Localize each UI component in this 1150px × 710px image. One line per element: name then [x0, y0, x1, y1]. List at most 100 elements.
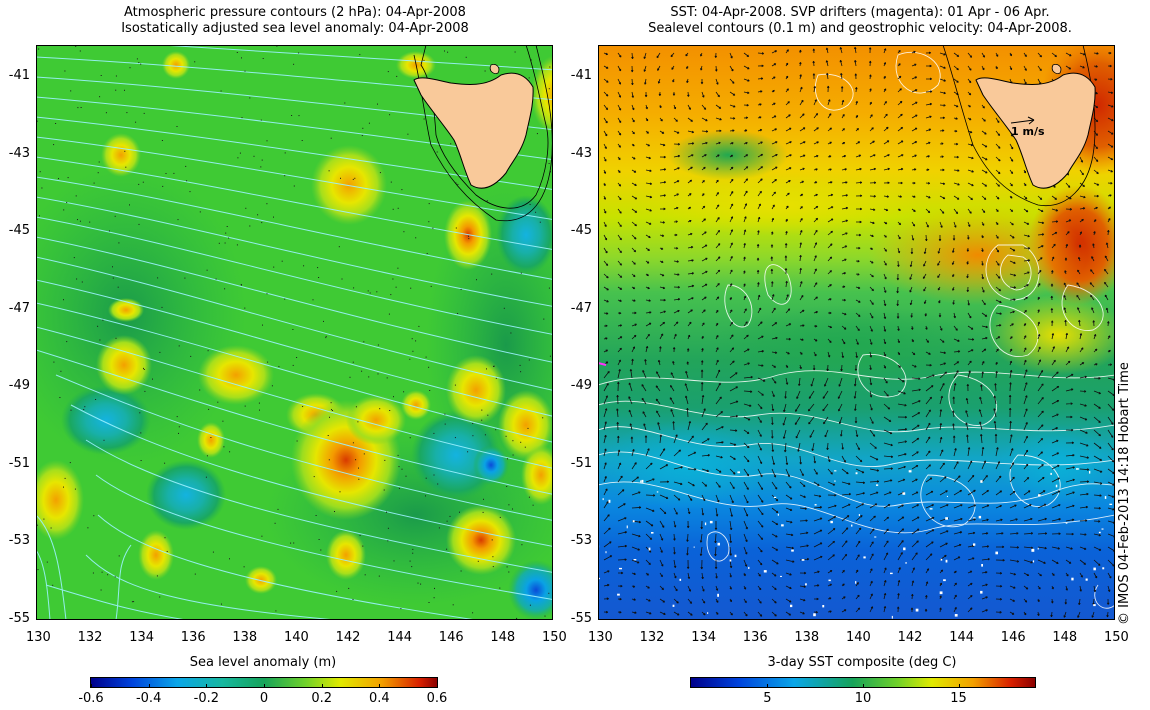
velocity-arrow: [980, 433, 983, 444]
velocity-arrow: [869, 480, 880, 483]
velocity-arrow: [1037, 283, 1041, 288]
velocity-arrow: [854, 46, 857, 54]
velocity-arrow: [1037, 532, 1048, 535]
velocity-arrow: [883, 442, 893, 447]
velocity-arrow: [785, 180, 791, 184]
velocity-arrow: [939, 338, 945, 343]
velocity-arrow: [911, 208, 916, 212]
velocity-arrow: [953, 117, 958, 120]
velocity-arrow: [925, 436, 931, 444]
velocity-arrow: [687, 179, 693, 184]
missing-data-speck: [814, 504, 817, 506]
data-dot: [189, 191, 191, 193]
velocity-arrow: [911, 181, 916, 185]
velocity-arrow: [1092, 320, 1095, 327]
velocity-arrow: [911, 364, 917, 368]
velocity-arrow: [939, 52, 946, 56]
velocity-arrow: [1023, 559, 1033, 564]
velocity-arrow: [981, 286, 985, 293]
velocity-arrow: [645, 130, 649, 134]
data-dot: [386, 377, 388, 379]
data-dot: [226, 226, 228, 227]
velocity-arrow: [603, 221, 607, 228]
data-dot: [261, 222, 263, 224]
velocity-arrow: [659, 155, 666, 159]
data-dot: [38, 48, 40, 50]
velocity-arrow: [631, 299, 636, 302]
velocity-arrow: [743, 494, 749, 504]
velocity-arrow: [813, 351, 817, 357]
velocity-arrow: [869, 416, 874, 424]
velocity-arrow: [1107, 533, 1114, 538]
velocity-arrow: [1079, 333, 1083, 340]
velocity-arrow: [655, 385, 661, 392]
velocity-arrow: [923, 286, 927, 292]
data-dot: [357, 421, 359, 423]
data-dot: [503, 307, 505, 309]
velocity-arrow: [827, 181, 833, 184]
data-dot: [520, 272, 522, 274]
missing-data-speck: [828, 579, 831, 582]
velocity-arrow: [658, 91, 662, 96]
missing-data-speck: [717, 593, 719, 597]
data-dot: [390, 181, 392, 183]
velocity-arrow: [953, 169, 960, 172]
data-dot: [161, 306, 163, 308]
velocity-arrow: [925, 168, 930, 172]
velocity-arrow: [757, 559, 763, 566]
velocity-arrow: [967, 299, 970, 306]
velocity-arrow: [1107, 64, 1112, 68]
sst-map[interactable]: 1 m/s: [598, 45, 1115, 620]
velocity-arrow: [603, 260, 609, 266]
velocity-arrow: [925, 422, 931, 431]
data-dot: [237, 157, 239, 159]
velocity-arrow: [1063, 282, 1067, 288]
velocity-arrow: [967, 52, 973, 58]
data-dot: [355, 459, 357, 461]
data-dot: [493, 365, 494, 367]
velocity-arrow: [701, 394, 705, 405]
velocity-arrow: [939, 476, 947, 483]
velocity-arrow: [1079, 519, 1088, 522]
velocity-arrow: [701, 611, 706, 616]
velocity-arrow: [757, 52, 765, 55]
velocity-arrow: [771, 572, 777, 577]
velocity-arrow: [825, 60, 829, 67]
data-dot: [239, 152, 241, 154]
velocity-arrow: [938, 235, 942, 242]
data-dot: [377, 103, 378, 105]
velocity-arrow: [757, 598, 762, 604]
velocity-arrow: [657, 359, 661, 366]
data-dot: [140, 432, 142, 434]
data-dot: [393, 396, 394, 398]
velocity-arrow: [827, 540, 835, 548]
velocity-arrow: [631, 143, 635, 147]
velocity-arrow: [1051, 532, 1061, 535]
sla-high-eddy: [162, 51, 190, 79]
missing-data-speck: [598, 545, 600, 548]
data-dot: [483, 498, 484, 500]
velocity-arrow: [925, 568, 930, 574]
velocity-arrow: [644, 435, 648, 443]
velocity-arrow: [617, 336, 623, 340]
velocity-arrow: [967, 360, 972, 366]
sea-level-anomaly-map[interactable]: [36, 45, 553, 620]
velocity-arrow: [1076, 282, 1081, 288]
velocity-arrow: [645, 520, 654, 527]
velocity-arrow: [631, 546, 641, 551]
velocity-arrow: [1079, 585, 1082, 592]
velocity-arrow: [967, 518, 976, 522]
velocity-arrow: [799, 49, 802, 54]
data-dot: [262, 324, 263, 326]
velocity-arrow: [659, 520, 665, 528]
velocity-arrow: [1051, 220, 1059, 223]
data-dot: [129, 67, 131, 69]
velocity-arrow: [771, 507, 779, 514]
data-dot: [118, 555, 120, 557]
velocity-arrow: [911, 478, 918, 483]
data-dot: [484, 434, 486, 436]
missing-data-speck: [855, 472, 858, 475]
velocity-arrow: [869, 580, 873, 587]
velocity-arrow: [1023, 477, 1030, 483]
missing-data-speck: [773, 496, 777, 498]
